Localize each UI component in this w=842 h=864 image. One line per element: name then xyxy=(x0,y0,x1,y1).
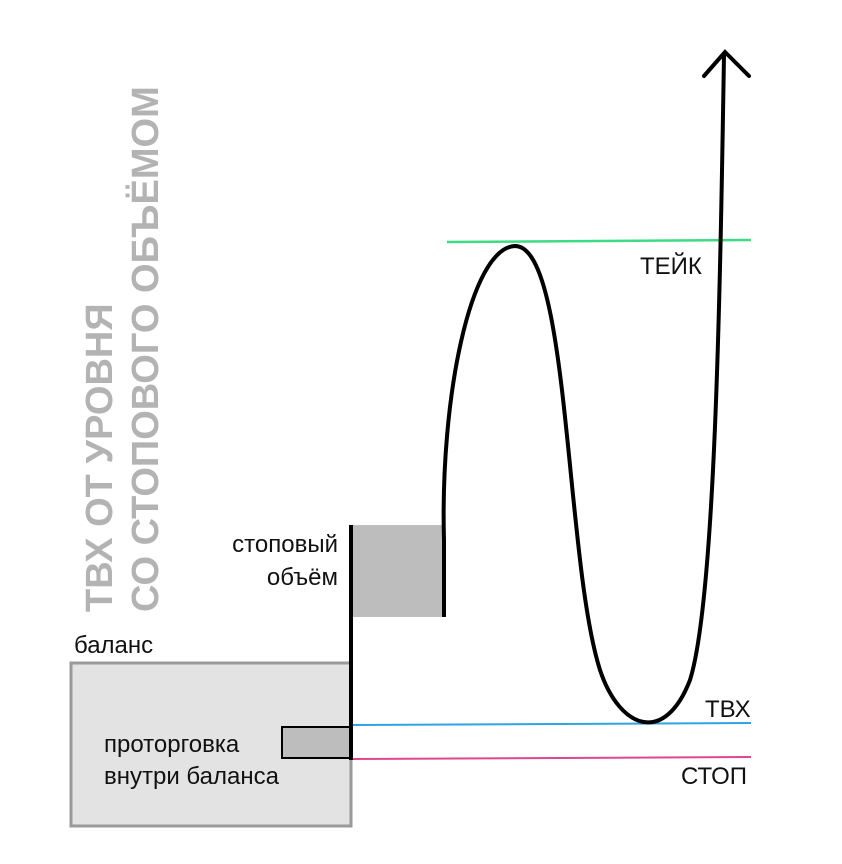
entry-label: ТВХ xyxy=(705,696,751,723)
stop-volume-block xyxy=(351,525,444,617)
entry-level-line xyxy=(350,722,752,726)
stop-level-line xyxy=(350,756,752,760)
stop-volume-label-line-2: объём xyxy=(267,564,338,591)
arrow-head xyxy=(702,49,751,78)
take-label: ТЕЙК xyxy=(640,252,702,280)
diagram-title-line-2: СО СТОПОВОГО ОБЪЁМОМ xyxy=(124,86,167,612)
balance-label: баланс xyxy=(74,632,153,659)
take-level-line xyxy=(446,238,752,244)
stop-label: СТОП xyxy=(681,763,747,790)
stop-volume-label-line-1: стоповый xyxy=(232,531,338,558)
consolidation-label-line-2: внутри баланса xyxy=(104,763,280,790)
consolidation-box xyxy=(281,726,351,759)
diagram-title-line-1: ТВХ ОТ УРОВНЯ xyxy=(79,303,121,612)
consolidation-label-line-1: проторговка xyxy=(104,731,240,758)
price-path-curve xyxy=(441,53,726,725)
